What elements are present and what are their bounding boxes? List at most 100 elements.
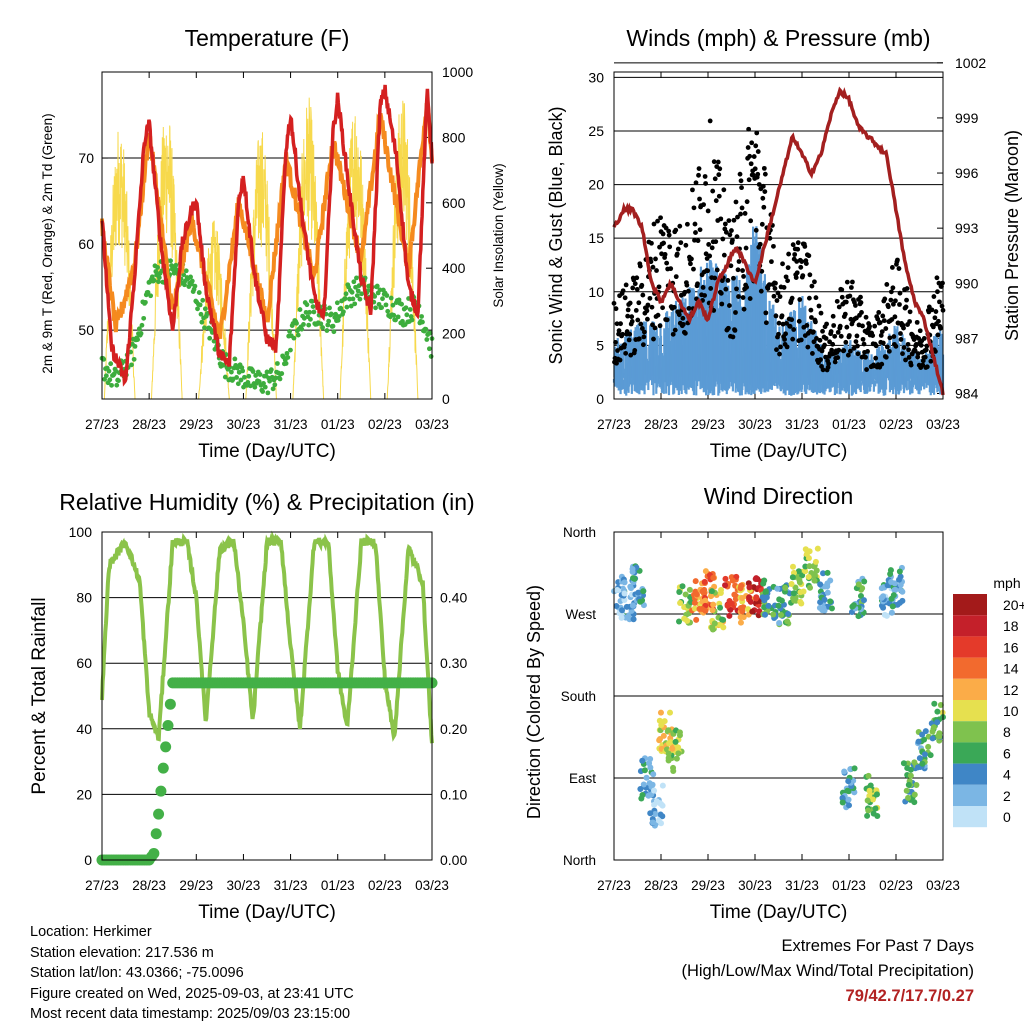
panel2-gust-point xyxy=(785,278,791,284)
panel4-direction-point xyxy=(890,592,897,599)
panel4-direction-point xyxy=(824,589,831,596)
panel4-direction-point xyxy=(693,616,700,623)
panel2-gust-point xyxy=(898,337,904,342)
panel2-y-tick-label: 30 xyxy=(588,69,604,85)
panel2-gust-point xyxy=(789,317,795,323)
panel4-direction-point xyxy=(640,588,647,595)
panel4-x-tick-label: 29/23 xyxy=(691,878,725,893)
panel2-gust-point xyxy=(691,266,696,272)
panel2-gust-point xyxy=(875,316,881,322)
panel4-x-tick-label: 27/23 xyxy=(597,878,631,893)
created-text: Figure created on Wed, 2025-09-03, at 23… xyxy=(30,985,354,1002)
panel4-y-tick-label: South xyxy=(561,689,596,704)
panel1-x-tick-label: 28/23 xyxy=(132,417,166,432)
panel4-direction-point xyxy=(805,573,812,580)
panel2-gust-point xyxy=(876,310,882,315)
panel2-gust-point xyxy=(888,289,894,295)
panel3-y2-tick-label: 0.00 xyxy=(440,852,467,868)
panel1-dewpoint-point xyxy=(222,374,228,380)
panel2-gust-point xyxy=(897,290,903,296)
panel1-dewpoint-point xyxy=(301,322,306,327)
panel2-gust-point xyxy=(762,171,768,177)
panel4-direction-point xyxy=(861,578,868,585)
panel2-gust-point xyxy=(777,351,782,357)
panel1-dewpoint-point xyxy=(135,337,141,342)
panel2-gust-point xyxy=(923,347,929,353)
panel4-legend-swatch xyxy=(953,763,987,785)
panel2-gust-point xyxy=(933,309,939,314)
panel4-direction-point xyxy=(802,568,809,575)
panel1-dewpoint-point xyxy=(283,361,289,366)
panel4-direction-point xyxy=(934,708,941,715)
panel4-direction-point xyxy=(651,787,658,794)
station-info: Location: Herkimer Station elevation: 21… xyxy=(30,922,354,1025)
panel2-gust-point xyxy=(758,288,764,294)
panel2-gust-point xyxy=(887,335,893,341)
panel1-dewpoint-point xyxy=(307,309,312,315)
panel2-gust-point xyxy=(771,243,776,249)
panel1-dewpoint-point xyxy=(284,350,290,356)
panel2-y2-axis-label: Station Pressure (Maroon) xyxy=(1002,130,1022,341)
panel2-gust-point xyxy=(708,286,714,291)
panel4-x-tick-label: 31/23 xyxy=(785,878,819,893)
panel2-gust-point xyxy=(878,333,884,338)
panel2-gust-point xyxy=(639,282,645,288)
panel4-direction-point xyxy=(737,585,744,592)
panel4-direction-point xyxy=(824,569,831,576)
panel1-dewpoint-point xyxy=(427,330,433,336)
panel2-y-tick-label: 0 xyxy=(596,391,604,407)
panel2-gust-point xyxy=(889,265,895,270)
panel2-gust-point xyxy=(638,321,644,327)
panel3-x-tick-label: 29/23 xyxy=(179,878,213,893)
panel4-direction-point xyxy=(864,797,871,804)
panel2-gust-point xyxy=(616,328,622,334)
panel1-dewpoint-point xyxy=(279,371,285,376)
panel1-dewpoint-point xyxy=(343,291,349,297)
panel2-gust-point xyxy=(755,171,761,177)
panel4-direction-point xyxy=(896,576,903,583)
panel2-gust-point xyxy=(690,187,695,193)
panel2-gust-point xyxy=(932,315,938,321)
panel1-dewpoint-point xyxy=(196,290,202,295)
panel1-dewpoint-point xyxy=(262,384,268,390)
panel2-title: Winds (mph) & Pressure (mb) xyxy=(626,25,930,51)
panel4-direction-point xyxy=(814,545,821,552)
panel1-dewpoint-point xyxy=(195,306,200,312)
panel2-gust-point xyxy=(713,198,719,204)
panel3-x-tick-label: 28/23 xyxy=(132,878,166,893)
panel3-y2-tick-label: 0.10 xyxy=(440,786,467,802)
panel4-direction-point xyxy=(657,709,664,716)
panel2-gust-point xyxy=(809,315,814,320)
panel2-gust-point xyxy=(776,331,781,337)
panel2-gust-point xyxy=(835,355,841,360)
panel2-gust-point xyxy=(733,310,738,315)
panel2-gust-point xyxy=(720,236,726,242)
panel1-y2-tick-label: 1000 xyxy=(442,64,473,80)
panel2-gust-point xyxy=(641,329,647,335)
panel2-x-tick-label: 02/23 xyxy=(879,417,913,432)
panel2-gust-point xyxy=(692,237,697,243)
panel2-gust-point xyxy=(680,321,686,327)
panel4-direction-point xyxy=(760,580,767,587)
panel2-gust-point xyxy=(684,282,690,288)
panel1-x-axis-label: Time (Day/UTC) xyxy=(198,441,336,462)
panel2-x-tick-label: 01/23 xyxy=(832,417,866,432)
panel2-gust-point xyxy=(741,274,746,279)
panel2-gust-point xyxy=(672,327,678,333)
panel2-gust-point xyxy=(782,337,787,342)
panel2-gust-point xyxy=(712,176,718,182)
panel2-gust-point xyxy=(851,345,857,351)
panel1-dewpoint-point xyxy=(304,302,310,308)
panel4-direction-point xyxy=(613,603,620,610)
panel2-gust-point xyxy=(796,318,802,324)
panel2-y2-tick-label: 984 xyxy=(955,385,979,401)
panel2-gust-point xyxy=(655,218,660,224)
panel2-gust-point xyxy=(849,279,855,285)
panel1-dewpoint-point xyxy=(390,302,396,308)
panel2-gust-point xyxy=(799,259,805,265)
panel1-dewpoint-point xyxy=(338,305,344,311)
panel1-dewpoint-point xyxy=(291,335,297,341)
panel1-dewpoint-point xyxy=(108,361,114,367)
panel4-y-tick-label: North xyxy=(563,853,596,868)
panel4-direction-point xyxy=(907,772,914,779)
